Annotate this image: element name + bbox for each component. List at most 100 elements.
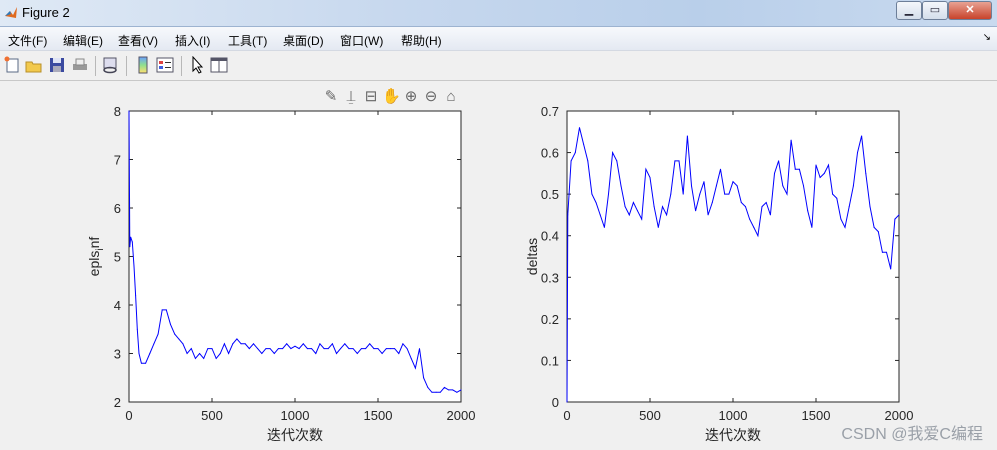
data-point bbox=[410, 357, 412, 359]
data-point bbox=[194, 357, 196, 359]
data-point bbox=[711, 201, 713, 203]
data-point bbox=[591, 193, 593, 195]
menu-tools[interactable]: 工具(T) bbox=[228, 34, 268, 48]
zoom-in-icon[interactable]: ⊕ bbox=[404, 88, 418, 105]
data-point bbox=[460, 389, 462, 391]
data-point bbox=[128, 110, 130, 112]
data-point bbox=[140, 362, 142, 364]
minimize-button[interactable]: ▁ bbox=[896, 1, 922, 20]
data-point bbox=[149, 353, 151, 354]
data-point bbox=[595, 201, 597, 203]
data-point bbox=[315, 353, 317, 354]
y-tick-label: 0 bbox=[552, 395, 559, 410]
link-plot-icon[interactable] bbox=[101, 56, 119, 74]
data-point bbox=[443, 386, 445, 388]
menu-window[interactable]: 窗口(W) bbox=[340, 34, 384, 48]
menu-desktop[interactable]: 桌面(D) bbox=[283, 34, 324, 48]
legend-icon[interactable] bbox=[156, 56, 174, 74]
data-point bbox=[290, 348, 292, 350]
data-point bbox=[170, 323, 171, 325]
data-point bbox=[277, 348, 279, 350]
pointer-icon[interactable] bbox=[189, 56, 207, 74]
legend-toggle-icon[interactable]: ⊟ bbox=[364, 88, 378, 105]
data-point bbox=[431, 391, 433, 393]
data-cursor-icon[interactable]: ⍊ bbox=[346, 88, 356, 105]
menu-view[interactable]: 查看(V) bbox=[118, 34, 158, 48]
data-point bbox=[136, 328, 138, 330]
save-icon[interactable] bbox=[48, 56, 66, 74]
data-point bbox=[340, 348, 342, 350]
data-point bbox=[248, 348, 250, 350]
matlab-logo-icon bbox=[5, 7, 17, 18]
axes-2: 0 500 1000 1500 2000 0 0.1 0.2 0.3 0.4 0.5 0.6 0.7 迭代… bbox=[524, 104, 913, 443]
colorbar-icon[interactable] bbox=[134, 56, 152, 74]
data-point bbox=[836, 197, 838, 199]
data-point bbox=[628, 214, 630, 216]
y-tick-label: 3 bbox=[114, 347, 121, 362]
menu-insert[interactable]: 插入(I) bbox=[175, 34, 211, 48]
data-point bbox=[153, 343, 155, 345]
data-point bbox=[414, 367, 416, 369]
data-point bbox=[130, 236, 132, 238]
data-point bbox=[728, 193, 730, 195]
y-axis-label: deltas bbox=[524, 238, 540, 275]
axes-1: 0 500 1000 1500 2000 2 3 4 5 6 7 8 迭代次数 eplsinf bbox=[86, 104, 475, 443]
data-point bbox=[261, 353, 263, 354]
print-icon[interactable] bbox=[71, 56, 89, 74]
plot-area bbox=[128, 110, 462, 403]
new-figure-icon[interactable] bbox=[3, 56, 21, 74]
data-point bbox=[344, 343, 346, 345]
home-icon[interactable]: ⌂ bbox=[446, 88, 456, 105]
menu-help[interactable]: 帮助(H) bbox=[401, 34, 442, 48]
data-point bbox=[566, 401, 568, 403]
data-point bbox=[240, 343, 242, 345]
data-point bbox=[657, 226, 659, 228]
menu-file[interactable]: 文件(F) bbox=[8, 34, 48, 48]
data-point bbox=[257, 348, 259, 350]
data-point bbox=[765, 201, 767, 203]
data-point bbox=[574, 152, 576, 154]
data-point bbox=[827, 164, 829, 166]
data-point bbox=[435, 391, 437, 393]
y-tick-label: 5 bbox=[114, 250, 121, 265]
open-file-icon[interactable] bbox=[25, 56, 43, 74]
y-tick-label: 4 bbox=[114, 298, 121, 313]
dock-arrow-icon[interactable]: ↘ bbox=[982, 32, 991, 43]
data-point bbox=[703, 181, 705, 183]
window-title: Figure 2 bbox=[22, 5, 70, 20]
data-point bbox=[732, 181, 734, 183]
data-point bbox=[612, 152, 614, 154]
data-point bbox=[356, 353, 358, 354]
data-point bbox=[207, 348, 209, 350]
maximize-button[interactable]: ▭ bbox=[922, 1, 948, 20]
data-point bbox=[881, 251, 883, 253]
data-point bbox=[298, 348, 300, 350]
data-point bbox=[336, 353, 337, 354]
data-point bbox=[286, 343, 288, 345]
data-point bbox=[632, 201, 634, 203]
y-axis-label: eplsinf bbox=[86, 237, 106, 277]
data-point bbox=[757, 235, 759, 237]
x-tick-label: 500 bbox=[201, 408, 223, 423]
data-point bbox=[377, 348, 379, 350]
close-button[interactable]: ✕ bbox=[948, 1, 992, 20]
zoom-out-icon[interactable]: ⊖ bbox=[424, 88, 438, 105]
data-point bbox=[174, 333, 176, 335]
pan-icon[interactable]: ✋ bbox=[382, 88, 401, 105]
series-line bbox=[128, 110, 462, 393]
data-point bbox=[439, 391, 441, 393]
data-point bbox=[794, 168, 796, 170]
data-point bbox=[182, 343, 184, 345]
data-point bbox=[186, 353, 188, 354]
x-tick-label: 0 bbox=[125, 408, 132, 423]
y-tick-label: 0.5 bbox=[541, 187, 559, 202]
data-point bbox=[219, 353, 221, 354]
data-point bbox=[419, 348, 420, 350]
x-axis-label: 迭代次数 bbox=[267, 427, 323, 443]
menu-edit[interactable]: 编辑(E) bbox=[63, 34, 103, 48]
data-point bbox=[587, 160, 589, 162]
data-point bbox=[138, 353, 140, 354]
data-point bbox=[145, 362, 147, 364]
brush-icon[interactable]: ✎ bbox=[324, 88, 338, 105]
property-inspector-icon[interactable] bbox=[210, 56, 228, 74]
